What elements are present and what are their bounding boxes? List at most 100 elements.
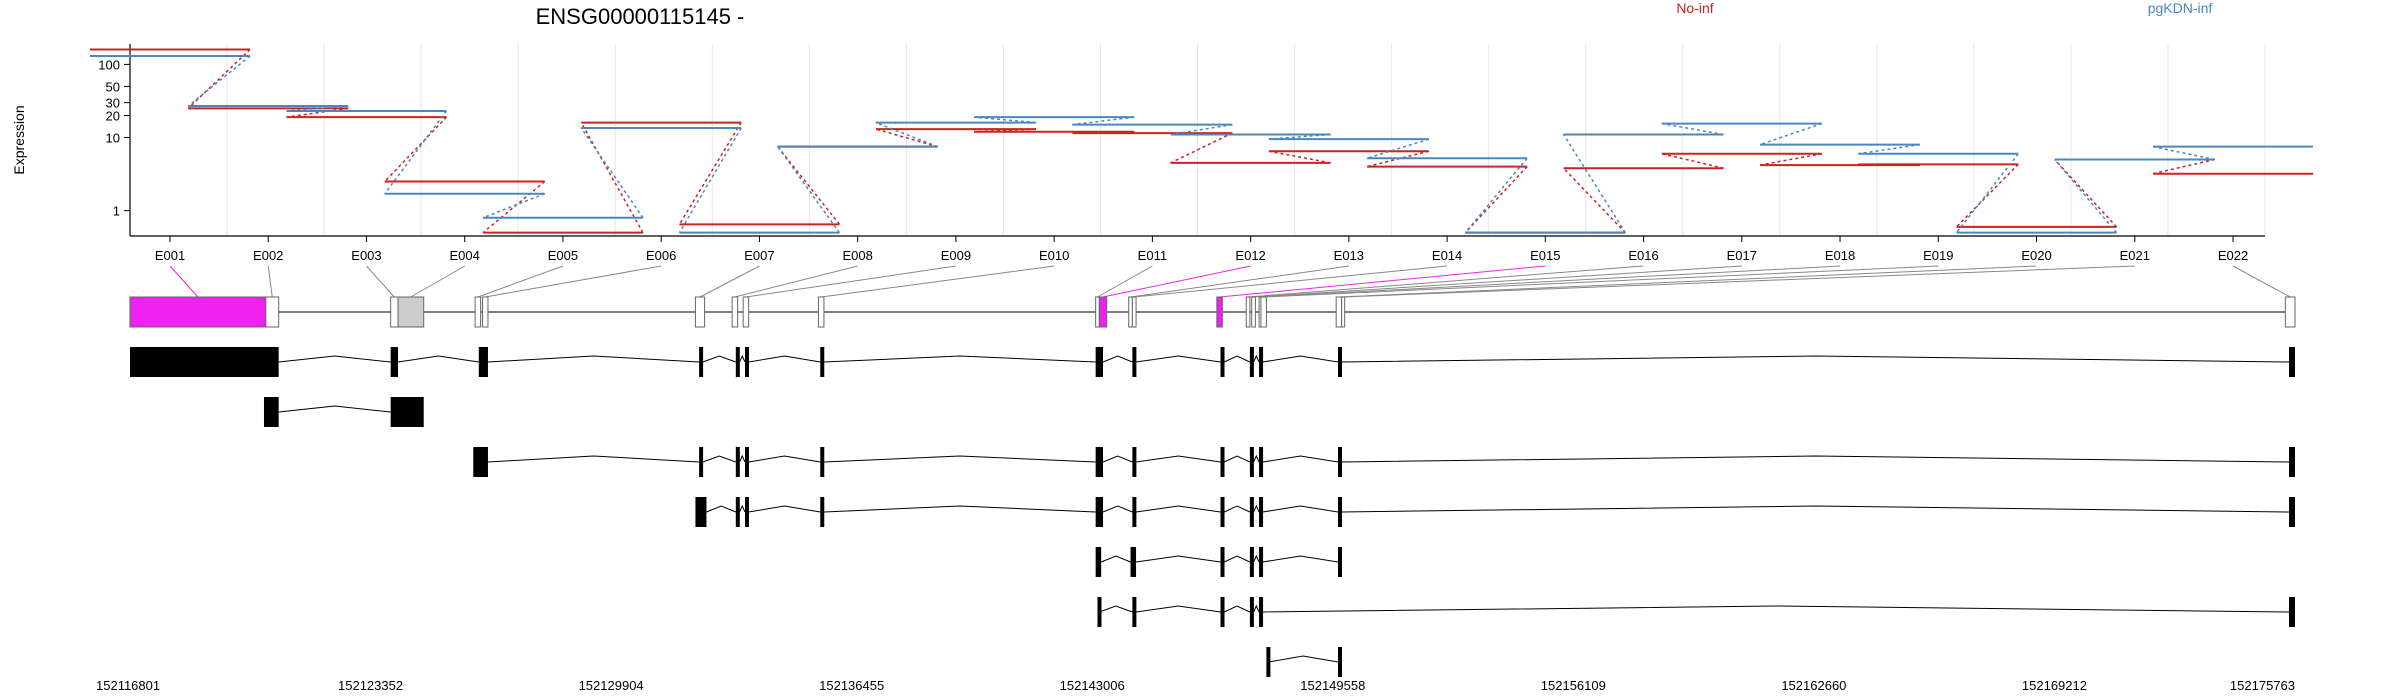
series-transition: [1464, 157, 1528, 234]
transcript-exon: [1338, 497, 1343, 527]
transcript-exon: [2289, 347, 2295, 377]
series-transition: [1464, 166, 1528, 234]
series-transition: [1072, 116, 1135, 126]
transcript-exon: [735, 347, 740, 377]
exon-connector-line: [1343, 265, 2135, 298]
exon-connector-line: [1260, 265, 1841, 298]
transcript-exon: [473, 447, 488, 477]
exon-box: [129, 296, 267, 328]
series-transition: [2054, 159, 2118, 228]
exon-connector-line: [1102, 265, 1251, 298]
series-transition: [2152, 145, 2215, 161]
x-tick-label: E014: [1432, 248, 1462, 263]
series-transition: [286, 105, 349, 112]
exon-connector-line: [699, 265, 760, 298]
exon-connector-line: [366, 265, 395, 298]
transcript-exon: [1220, 447, 1225, 477]
y-axis-label: Expression: [11, 105, 27, 174]
x-tick-label: E020: [2021, 248, 2051, 263]
grid-lines: [129, 44, 2266, 236]
y-tick-label: 20: [106, 108, 120, 123]
transcript-exon: [1259, 597, 1264, 627]
series-lines: [90, 48, 2313, 234]
genomic-coordinate-label: 152162660: [1781, 678, 1846, 693]
transcript-intron: [1100, 554, 1339, 563]
x-tick-label: E019: [1923, 248, 1953, 263]
transcript-exon: [1097, 597, 1102, 627]
exon-connector-line: [485, 265, 662, 298]
transcript-exon: [1130, 547, 1137, 577]
transcript-exon: [735, 447, 740, 477]
transcript-exon: [1220, 547, 1225, 577]
transcript-exon: [820, 447, 825, 477]
series-transition: [580, 127, 644, 219]
exon-box: [481, 296, 489, 328]
x-tick-label: E018: [1825, 248, 1855, 263]
exon-box: [1098, 296, 1108, 328]
chart-title: ENSG00000115145 -: [536, 4, 745, 29]
x-tick-label: E010: [1039, 248, 1069, 263]
transcript-exon: [1266, 647, 1271, 677]
series-transition: [1759, 122, 1823, 146]
x-tick-label: E012: [1235, 248, 1265, 263]
exon-box: [397, 296, 425, 328]
genomic-coordinate-axis: 152116801 152123352 152129904 152136455 1521…: [96, 678, 2295, 693]
x-tick-label: E013: [1334, 248, 1364, 263]
genomic-coordinate-label: 152149558: [1300, 678, 1365, 693]
legend-entry-no-inf: No-inf: [1676, 0, 1713, 16]
series-transition: [875, 121, 938, 148]
genomic-coordinate-label: 152136455: [819, 678, 884, 693]
exon-connector-line: [1338, 265, 2037, 298]
y-tick-label: 10: [106, 131, 120, 146]
exon-box: [817, 296, 825, 328]
x-tick-label: E004: [450, 248, 480, 263]
x-tick-label: E016: [1628, 248, 1658, 263]
y-tick-label: 1: [113, 204, 120, 219]
transcript-exon: [735, 497, 740, 527]
exon-connector-line: [1097, 265, 1153, 298]
transcript-exon: [2289, 497, 2295, 527]
exon-box: [265, 296, 280, 328]
exon-connector-line: [2232, 265, 2291, 298]
exon-connector-line: [745, 265, 956, 298]
series-transition: [678, 127, 742, 234]
transcript-exon: [1095, 447, 1104, 477]
transcript-exon: [1259, 347, 1264, 377]
transcript-exon: [744, 497, 749, 527]
transcript-exon: [1249, 447, 1254, 477]
series-transition: [1858, 143, 1921, 155]
transcript-exon: [820, 497, 825, 527]
series-transition: [1268, 150, 1331, 164]
transcript-exon: [263, 397, 279, 427]
x-tick-label: E006: [646, 248, 676, 263]
transcript-exon: [1338, 447, 1343, 477]
genomic-coordinate-label: 152129904: [579, 678, 644, 693]
transcript-exon: [1132, 347, 1137, 377]
x-tick-label: E003: [351, 248, 381, 263]
transcript-exon: [2289, 447, 2295, 477]
series-transition: [1268, 133, 1331, 140]
series-transition: [1955, 153, 2019, 234]
exon-connector-line: [821, 265, 1055, 298]
series-transition: [678, 122, 742, 225]
series-transition: [286, 107, 349, 118]
y-tick-label: 30: [106, 96, 120, 111]
transcripts: [130, 347, 2295, 677]
exon-connector-line: [410, 265, 465, 298]
y-tick-label: 100: [98, 57, 120, 72]
series-transition: [384, 110, 448, 195]
transcript-intron: [1099, 604, 2290, 613]
exon-box: [694, 296, 706, 328]
x-tick-label: E021: [2120, 248, 2150, 263]
exon-connector-line: [734, 265, 858, 298]
series-transition: [777, 146, 841, 234]
exon-connector-line: [1219, 265, 1546, 298]
series-transition: [875, 128, 938, 148]
series-transition: [1661, 122, 1724, 136]
exon-connector-line: [477, 265, 564, 298]
genomic-coordinate-label: 152169212: [2022, 678, 2087, 693]
exon-box: [390, 296, 399, 328]
series-transition: [2054, 159, 2118, 234]
exon-box: [1260, 296, 1267, 328]
